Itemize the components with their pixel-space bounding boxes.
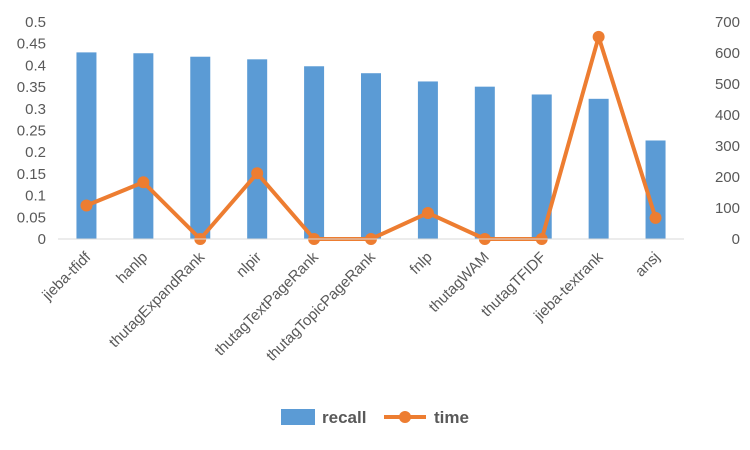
- legend-label-recall: recall: [322, 408, 366, 427]
- left-axis-tick-label: 0.4: [25, 57, 46, 74]
- left-axis-tick-label: 0.3: [25, 101, 46, 118]
- x-axis-tick-label: fnlp: [407, 249, 436, 278]
- time-point: [80, 199, 93, 212]
- recall-bar: [645, 140, 666, 239]
- right-axis-tick-label: 600: [715, 45, 740, 62]
- recall-bar: [304, 66, 325, 239]
- recall-bar: [76, 52, 97, 239]
- x-axis-tick-label: thutagExpandRank: [106, 248, 209, 351]
- right-axis-tick-label: 500: [715, 76, 740, 93]
- right-axis-ticks: 0 100 200 300 400 500 600 700: [715, 14, 740, 248]
- recall-bars: [76, 52, 666, 240]
- legend: recall time: [281, 408, 469, 427]
- recall-bar: [531, 94, 552, 239]
- x-axis-tick-label: ansj: [632, 249, 663, 280]
- right-axis-tick-label: 400: [715, 107, 740, 124]
- right-axis-tick-label: 200: [715, 169, 740, 186]
- left-axis-tick-label: 0.5: [25, 14, 46, 31]
- right-axis-tick-label: 700: [715, 14, 740, 31]
- recall-bar: [588, 98, 609, 240]
- time-point: [251, 167, 264, 180]
- legend-swatch-time-marker: [399, 411, 411, 423]
- legend-label-time: time: [434, 408, 469, 427]
- left-axis-tick-label: 0.45: [17, 36, 46, 53]
- recall-bar: [361, 73, 381, 239]
- recall-bar: [133, 53, 154, 239]
- recall-bar: [474, 86, 495, 239]
- right-axis-tick-label: 0: [732, 231, 740, 248]
- right-axis-tick-label: 300: [715, 138, 740, 155]
- x-axis-tick-label: hanlp: [113, 249, 151, 287]
- x-axis-tick-label: jieba-tfidf: [39, 248, 95, 304]
- left-axis-tick-label: 0.35: [17, 79, 46, 96]
- recall-bar: [417, 81, 438, 239]
- time-point: [649, 211, 662, 224]
- right-axis-tick-label: 100: [715, 200, 740, 217]
- legend-swatch-recall: [281, 409, 315, 425]
- time-point: [592, 30, 605, 43]
- left-axis-ticks: 0 0.05 0.1 0.15 0.2 0.25 0.3 0.35 0.4 0.45 0.5: [17, 14, 46, 248]
- left-axis-tick-label: 0: [38, 231, 46, 248]
- left-axis-tick-label: 0.1: [25, 188, 46, 205]
- recall-bar: [247, 59, 268, 239]
- recall-bar: [190, 56, 211, 239]
- x-axis-tick-label: thutagTopicPageRank: [263, 248, 379, 364]
- time-point: [421, 206, 434, 219]
- left-axis-tick-label: 0.15: [17, 166, 46, 183]
- x-axis-tick-label: thutagTextPageRank: [211, 248, 322, 359]
- x-axis-tick-label: nlpir: [233, 249, 265, 281]
- time-point: [137, 176, 150, 189]
- left-axis-tick-label: 0.05: [17, 209, 46, 226]
- left-axis-tick-label: 0.25: [17, 123, 46, 140]
- left-axis-tick-label: 0.2: [25, 144, 46, 161]
